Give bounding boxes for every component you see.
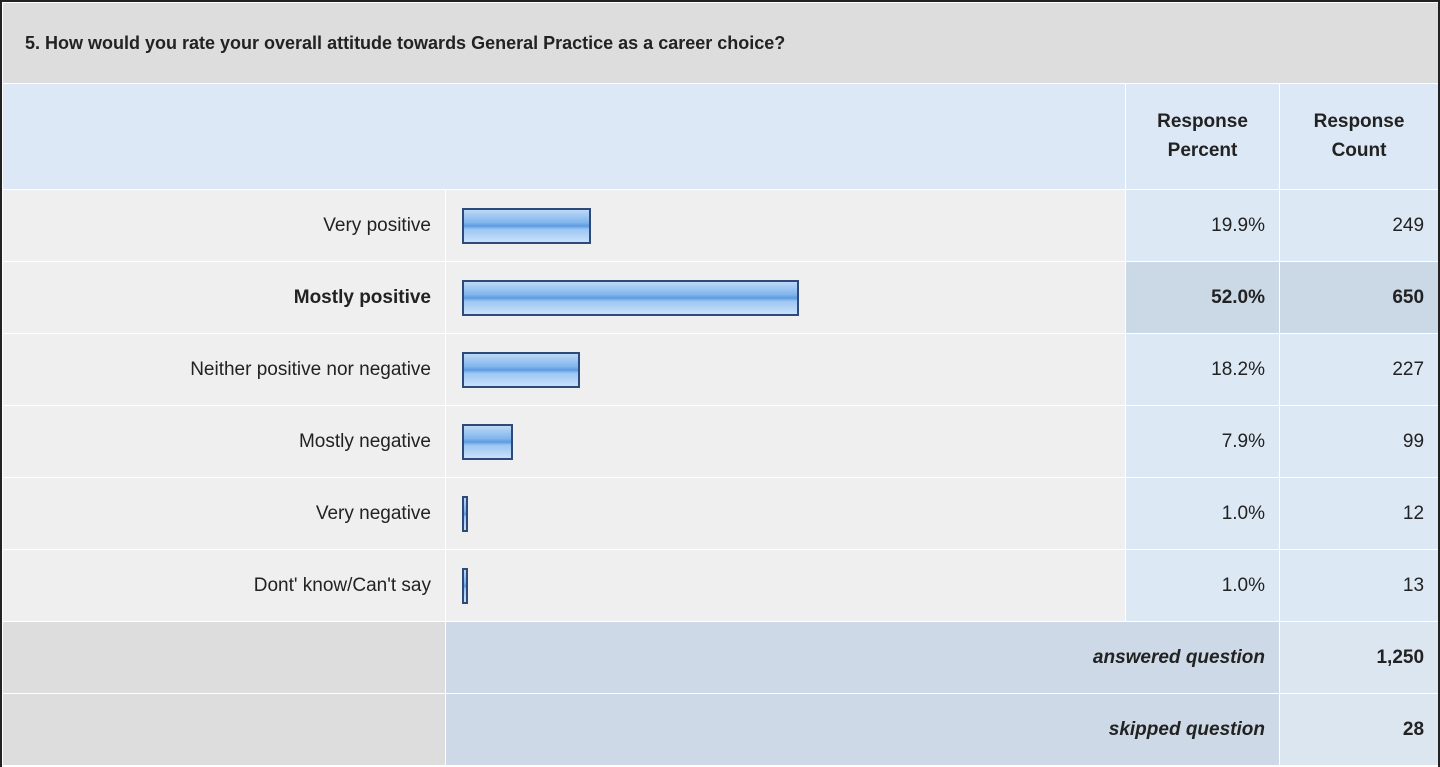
- answer-label: Mostly negative: [2, 405, 446, 478]
- answer-label: Neither positive nor negative: [2, 333, 446, 406]
- summary-row: skipped question 28: [2, 693, 1438, 766]
- response-percent: 7.9%: [1125, 405, 1280, 478]
- answer-row: Neither positive nor negative 18.2% 227: [2, 333, 1438, 406]
- answer-row: Dont' know/Can't say 1.0% 13: [2, 549, 1438, 622]
- answer-row: Very positive 19.9% 249: [2, 189, 1438, 262]
- percent-bar: [462, 207, 591, 244]
- answer-label: Very negative: [2, 477, 446, 550]
- bar-cell: [445, 189, 1126, 262]
- bar-cell: [445, 477, 1126, 550]
- summary-label: answered question: [445, 621, 1280, 694]
- header-percent: Response Percent: [1125, 83, 1280, 190]
- summary-label: skipped question: [445, 693, 1280, 766]
- answer-label: Mostly positive: [2, 261, 446, 334]
- bar-cell: [445, 333, 1126, 406]
- response-percent: 18.2%: [1125, 333, 1280, 406]
- answer-label: Dont' know/Can't say: [2, 549, 446, 622]
- response-count: 12: [1278, 477, 1438, 550]
- summary-row: answered question 1,250: [2, 621, 1438, 694]
- summary-blank: [2, 621, 446, 694]
- summary-blank: [2, 693, 446, 766]
- answer-row: Very negative 1.0% 12: [2, 477, 1438, 550]
- response-count: 13: [1278, 549, 1438, 622]
- bar-cell: [445, 549, 1126, 622]
- answer-row: Mostly positive 52.0% 650: [2, 261, 1438, 334]
- answer-row: Mostly negative 7.9% 99: [2, 405, 1438, 478]
- percent-bar: [462, 495, 469, 532]
- header-blank: [2, 83, 1126, 190]
- summary-count: 1,250: [1278, 621, 1438, 694]
- bar-cell: [445, 405, 1126, 478]
- summary-count: 28: [1278, 693, 1438, 766]
- header-count: Response Count: [1278, 83, 1438, 190]
- response-count: 99: [1278, 405, 1438, 478]
- percent-bar: [462, 351, 580, 388]
- response-count: 227: [1278, 333, 1438, 406]
- response-percent: 52.0%: [1125, 261, 1280, 334]
- percent-bar: [462, 423, 514, 460]
- response-percent: 1.0%: [1125, 477, 1280, 550]
- response-percent: 1.0%: [1125, 549, 1280, 622]
- response-count: 650: [1278, 261, 1438, 334]
- response-count: 249: [1278, 189, 1438, 262]
- question-title: 5. How would you rate your overall attit…: [2, 2, 1438, 84]
- percent-bar: [462, 567, 469, 604]
- bar-cell: [445, 261, 1126, 334]
- answer-label: Very positive: [2, 189, 446, 262]
- response-percent: 19.9%: [1125, 189, 1280, 262]
- percent-bar: [462, 279, 799, 316]
